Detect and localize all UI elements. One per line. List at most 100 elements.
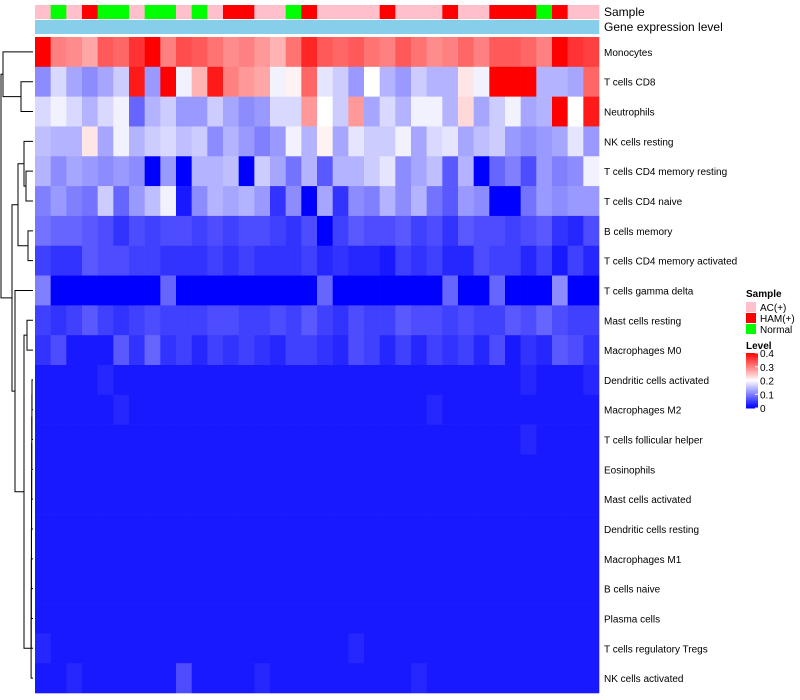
heatmap-cell [536, 365, 553, 396]
heatmap-cell [285, 484, 302, 515]
heatmap-cell [332, 215, 349, 247]
heatmap-cell [411, 96, 427, 127]
heatmap-cell [552, 96, 568, 127]
annotation-cell-sample [348, 5, 365, 19]
heatmap-cell [113, 543, 130, 575]
heatmap-cell [489, 245, 506, 276]
heatmap-cell [426, 186, 443, 217]
heatmap-cell [348, 156, 365, 187]
heatmap-cell [489, 454, 506, 485]
legend-gradient-step [746, 362, 758, 365]
row-label-t-cells-cd4-memory-activated: T cells CD4 memory activated [604, 257, 737, 268]
legend-gradient-step [746, 386, 758, 388]
heatmap-cell [348, 186, 365, 217]
legend-gradient-step [746, 390, 758, 392]
heatmap-cell [176, 365, 192, 396]
legend-gradient-step [746, 354, 758, 357]
heatmap-cell [301, 156, 318, 187]
heatmap-cell [35, 394, 51, 425]
heatmap-cell [160, 543, 177, 575]
heatmap-cell [113, 454, 130, 485]
heatmap-cell [567, 394, 584, 425]
annotation-cell-gene-expression-level [426, 20, 443, 34]
heatmap-cell [395, 37, 412, 68]
heatmap-cell [50, 96, 67, 127]
heatmap-cell [238, 37, 255, 68]
annotation-cell-sample [395, 5, 412, 19]
heatmap-cell [223, 126, 239, 157]
heatmap-cell [505, 96, 521, 127]
heatmap-cell [129, 454, 145, 485]
heatmap-cell [113, 663, 130, 694]
heatmap-cell [176, 215, 192, 247]
heatmap-cell [505, 633, 521, 664]
heatmap-cell [144, 96, 161, 127]
heatmap-cell [223, 156, 239, 187]
heatmap-cell [97, 454, 114, 485]
legend-swatch-ac [746, 302, 756, 312]
heatmap-cell [473, 484, 490, 515]
heatmap-cell [364, 156, 380, 187]
heatmap-cell [364, 484, 380, 515]
heatmap-cell [176, 663, 192, 694]
legend-gradient-step [746, 366, 758, 369]
heatmap-cell [113, 484, 130, 515]
legend-gradient-step [746, 372, 758, 375]
heatmap-cell [348, 275, 365, 306]
heatmap-cell [160, 394, 177, 425]
heatmap-cell [552, 633, 568, 664]
heatmap-cell [348, 335, 365, 366]
heatmap-cell [411, 126, 427, 157]
heatmap-cell [207, 186, 224, 217]
heatmap-cell [129, 126, 145, 157]
heatmap-cell [505, 424, 521, 455]
heatmap-cell [473, 514, 490, 545]
heatmap-cell [442, 186, 459, 217]
legend-gradient-step [746, 403, 758, 406]
annotation-cell-sample [442, 5, 459, 19]
annotation-cell-gene-expression-level [520, 20, 537, 34]
heatmap-cell [458, 573, 474, 604]
heatmap-cell [129, 156, 145, 187]
annotation-cell-gene-expression-level [285, 20, 302, 34]
heatmap-cell [317, 156, 333, 187]
heatmap-cell [411, 365, 427, 396]
annotation-cell-gene-expression-level [442, 20, 459, 34]
heatmap-cell [82, 424, 98, 455]
heatmap-cell [97, 543, 114, 575]
heatmap-cell [254, 484, 271, 515]
heatmap-cell [411, 454, 427, 485]
heatmap-cell [254, 573, 271, 604]
heatmap-cell [379, 96, 396, 127]
heatmap-cell [113, 126, 130, 157]
heatmap-cell [50, 663, 67, 694]
heatmap-cell [223, 335, 239, 366]
heatmap-cell [270, 543, 286, 575]
heatmap-cell [426, 365, 443, 396]
heatmap-cell [426, 394, 443, 425]
heatmap-cell [379, 37, 396, 68]
heatmap-cell [567, 573, 584, 604]
annotation-cell-gene-expression-level [191, 20, 208, 34]
heatmap-cell [458, 37, 474, 68]
legend-gradient-step [746, 357, 758, 359]
dendrogram-root [0, 73, 12, 299]
heatmap-cell [317, 365, 333, 396]
heatmap-cell [458, 365, 474, 396]
heatmap-cell [66, 454, 83, 485]
heatmap-cell [160, 335, 177, 366]
heatmap-cell [66, 245, 83, 276]
legend-gradient-step [746, 399, 758, 402]
heatmap-cell [191, 394, 208, 425]
heatmap-cell [458, 186, 474, 217]
heatmap-cell [489, 335, 506, 366]
heatmap-cell [66, 215, 83, 247]
heatmap-cell [66, 96, 83, 127]
heatmap-cell [348, 37, 365, 68]
heatmap-cell [442, 514, 459, 545]
heatmap-cell [583, 573, 600, 604]
heatmap-cell [66, 424, 83, 455]
heatmap-cell [50, 603, 67, 634]
heatmap-cell [348, 96, 365, 127]
heatmap-cell [50, 514, 67, 545]
